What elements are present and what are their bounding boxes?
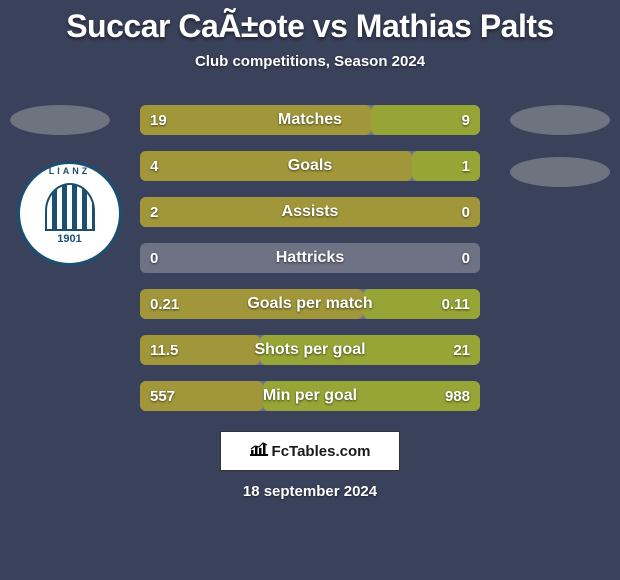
team-crest-year: 1901 xyxy=(57,233,81,245)
stat-label: Goals per match xyxy=(195,295,425,313)
stat-value-right: 988 xyxy=(425,388,480,405)
stat-row: 557Min per goal988 xyxy=(140,381,480,411)
stat-row: 19Matches9 xyxy=(140,105,480,135)
stat-value-right: 21 xyxy=(425,342,480,359)
stat-label: Goals xyxy=(195,157,425,175)
stat-value-left: 0 xyxy=(140,250,195,267)
stat-row: 4Goals1 xyxy=(140,151,480,181)
chart-icon xyxy=(250,442,268,461)
player-badge-left xyxy=(10,105,110,135)
stat-label: Assists xyxy=(195,203,425,221)
stat-value-right: 9 xyxy=(425,112,480,129)
stat-value-left: 19 xyxy=(140,112,195,129)
stat-row: 0.21Goals per match0.11 xyxy=(140,289,480,319)
stat-label: Matches xyxy=(195,111,425,129)
player-badge-right-1 xyxy=(510,105,610,135)
stat-value-left: 4 xyxy=(140,158,195,175)
stat-value-right: 0 xyxy=(425,250,480,267)
stat-label: Hattricks xyxy=(195,249,425,267)
stat-row: 11.5Shots per goal21 xyxy=(140,335,480,365)
stat-value-left: 557 xyxy=(140,388,195,405)
stat-value-right: 1 xyxy=(425,158,480,175)
stat-label: Shots per goal xyxy=(195,341,425,359)
team-crest-left: LIANZ 1901 xyxy=(17,161,122,266)
page-title: Succar CaÃ±ote vs Mathias Palts xyxy=(0,8,620,45)
brand-logo: FcTables.com xyxy=(220,431,400,471)
stat-label: Min per goal xyxy=(195,387,425,405)
stat-value-right: 0 xyxy=(425,204,480,221)
subtitle: Club competitions, Season 2024 xyxy=(0,53,620,70)
stat-value-right: 0.11 xyxy=(425,296,480,313)
stat-value-left: 0.21 xyxy=(140,296,195,313)
comparison-infographic: Succar CaÃ±ote vs Mathias Palts Club com… xyxy=(0,0,620,580)
stat-row: 2Assists0 xyxy=(140,197,480,227)
body-area: LIANZ 1901 19Matches94Goals12Assists00Ha… xyxy=(0,105,620,500)
team-crest-stripes-icon xyxy=(45,183,95,231)
stat-value-left: 2 xyxy=(140,204,195,221)
stat-value-left: 11.5 xyxy=(140,342,195,359)
stats-table: 19Matches94Goals12Assists00Hattricks00.2… xyxy=(140,105,480,411)
player-badge-right-2 xyxy=(510,157,610,187)
infographic-date: 18 september 2024 xyxy=(0,483,620,500)
team-crest-text: LIANZ xyxy=(49,166,91,176)
brand-text: FcTables.com xyxy=(272,443,371,460)
stat-row: 0Hattricks0 xyxy=(140,243,480,273)
